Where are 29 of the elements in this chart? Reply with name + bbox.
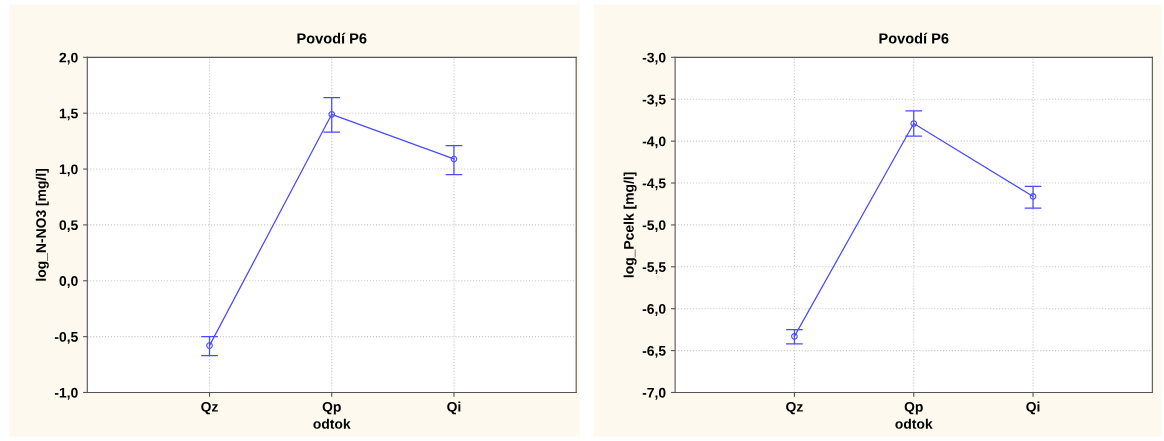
x-tick-label: Qi — [447, 401, 461, 415]
x-tick-label: Qp — [322, 401, 341, 415]
x-axis-title: odtok — [895, 418, 933, 429]
y-axis-title: log_Pcelk [mg/l] — [623, 172, 637, 278]
x-tick-label: Qz — [201, 401, 218, 415]
chart-title: Povodí P6 — [879, 32, 949, 44]
x-tick-label: Qz — [786, 401, 803, 415]
y-tick-label: -0,5 — [54, 331, 78, 344]
x-tick-label: Qi — [1026, 401, 1040, 415]
y-tick-label: 1,5 — [59, 108, 78, 121]
x-axis-title: odtok — [313, 418, 351, 429]
chart-title: Povodí P6 — [297, 32, 367, 44]
y-tick-label: -6,0 — [642, 304, 666, 316]
y-tick-label: -4,5 — [642, 178, 666, 191]
y-tick-label: -3,5 — [642, 94, 666, 107]
y-tick-label: 0,0 — [59, 276, 78, 288]
y-tick-label: -5,0 — [642, 220, 666, 233]
point — [206, 342, 213, 349]
y-tick-label: -3,0 — [642, 52, 666, 65]
y-axis-title: log_N-NO3 [mg/l] — [35, 168, 49, 281]
y-tick-label: 0,5 — [59, 220, 78, 233]
y-tick-label: 2,0 — [59, 52, 78, 65]
y-tick-label: -1,0 — [54, 387, 78, 400]
y-tick-label: -6,5 — [642, 345, 666, 358]
y-tick-label: -5,5 — [642, 262, 666, 274]
y-tick-label: -4,0 — [642, 136, 666, 149]
y-tick-label: 1,0 — [59, 164, 78, 177]
x-tick-label: Qp — [904, 401, 923, 415]
y-tick-label: -7,0 — [642, 387, 666, 400]
